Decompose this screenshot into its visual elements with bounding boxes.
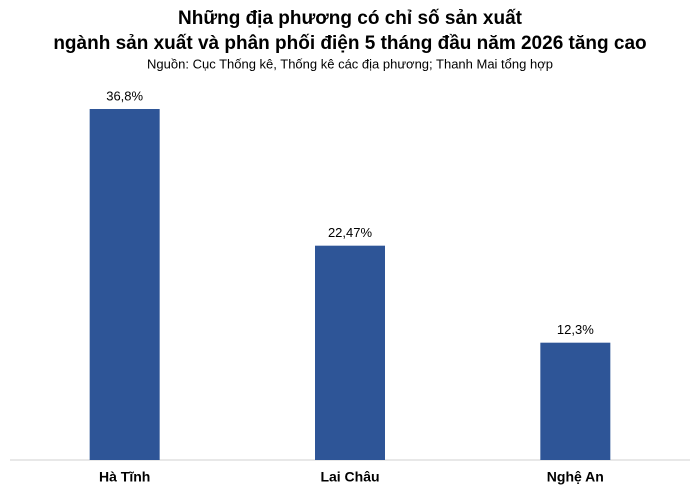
bar xyxy=(540,342,611,460)
bar xyxy=(89,109,160,460)
x-tick-label: Nghệ An xyxy=(547,469,604,485)
value-label: 36,8% xyxy=(106,88,143,103)
chart-title: Những địa phương có chỉ số sản xuất xyxy=(178,8,523,29)
chart-title: ngành sản xuất và phân phối điện 5 tháng… xyxy=(53,33,646,54)
bar xyxy=(315,245,385,460)
chart-subtitle: Nguồn: Cục Thống kê, Thống kê các địa ph… xyxy=(147,56,553,71)
x-tick-label: Hà Tĩnh xyxy=(99,469,150,485)
x-tick-label: Lai Châu xyxy=(320,469,379,485)
value-label: 12,3% xyxy=(557,322,594,337)
value-label: 22,47% xyxy=(328,225,373,240)
